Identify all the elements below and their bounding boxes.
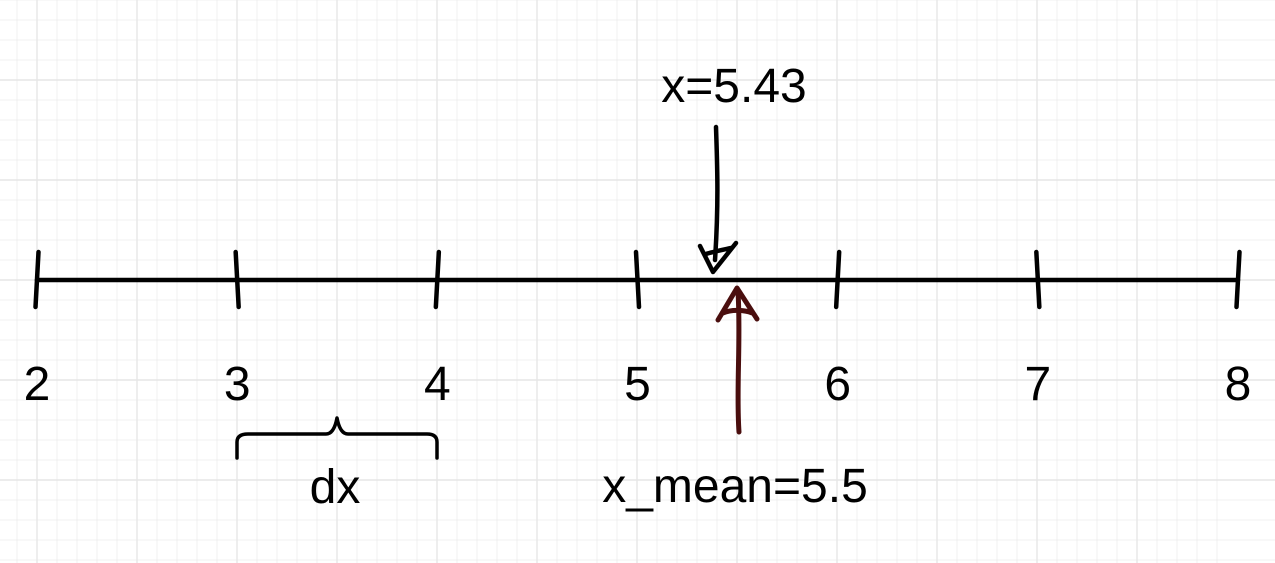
tick-label-7: 7 — [1024, 358, 1051, 411]
tick-mark-4 — [433, 249, 442, 310]
x-arrow-head — [697, 240, 739, 275]
tick-label-2: 2 — [24, 358, 51, 411]
tick-label-6: 6 — [824, 358, 851, 411]
x-value-label: x=5.43 — [661, 60, 806, 113]
mean-arrow — [715, 285, 760, 435]
tick-mark-8 — [1234, 249, 1242, 310]
tick-label-8: 8 — [1225, 358, 1252, 411]
mean-arrow-head — [715, 285, 760, 323]
tick-mark-5 — [633, 249, 642, 310]
tick-mark-3 — [233, 249, 241, 310]
tick-marks — [33, 249, 1242, 310]
tick-mark-6 — [833, 249, 842, 310]
tick-label-5: 5 — [624, 358, 651, 411]
tick-label-3: 3 — [224, 358, 251, 411]
x-value-arrow — [697, 124, 739, 275]
tick-label-4: 4 — [424, 358, 451, 411]
tick-mark-7 — [1034, 249, 1042, 310]
dx-label: dx — [310, 461, 361, 514]
mean-value-label: x_mean=5.5 — [602, 460, 868, 513]
dx-brace — [235, 416, 439, 460]
x-arrow-shaft — [712, 124, 720, 263]
tick-mark-2 — [33, 249, 41, 310]
mean-arrow-shaft — [735, 289, 742, 435]
tick-labels: 2 3 4 5 6 7 8 — [24, 358, 1252, 411]
